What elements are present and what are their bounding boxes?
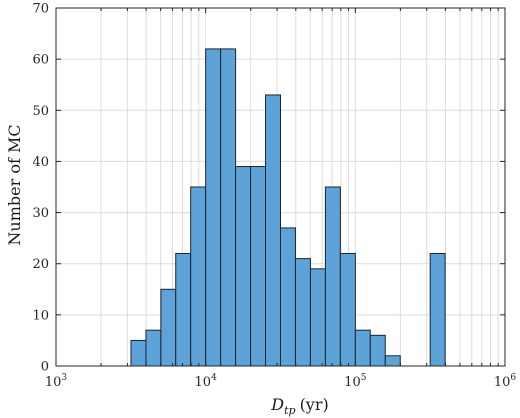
histogram-bar: [324, 186, 341, 367]
axes-box: [55, 7, 506, 367]
y-tick-label: 10: [32, 308, 49, 323]
y-tick-label: 30: [32, 206, 49, 221]
histogram-bar: [250, 166, 267, 367]
x-axis-title-unit: (yr): [300, 395, 329, 414]
histogram-bar: [130, 339, 147, 367]
histogram-bar: [429, 252, 446, 367]
histogram-bar: [309, 268, 326, 367]
y-axis-title: Number of MC: [5, 124, 24, 245]
histogram-bar: [384, 355, 401, 367]
x-tick-label: 106: [494, 373, 517, 390]
x-tick-label: 105: [344, 373, 367, 390]
bars: [130, 48, 446, 367]
x-tick-label: 103: [45, 373, 68, 390]
histogram-bar: [205, 48, 222, 367]
y-tick-label: 70: [32, 2, 49, 17]
histogram-bar: [175, 252, 192, 367]
histogram-bar: [369, 334, 386, 367]
x-tick-labels: 103 104 105 106: [45, 373, 517, 390]
histogram-bar: [354, 329, 371, 367]
histogram-bar: [145, 329, 162, 367]
histogram-bar: [265, 94, 281, 367]
histogram-bar: [160, 288, 177, 367]
y-tick-label: 0: [41, 360, 49, 375]
histogram-bar: [294, 258, 311, 367]
x-tick-label: 104: [195, 373, 218, 390]
histogram-bar: [339, 252, 356, 367]
x-axis-title-main: D: [270, 395, 284, 414]
histogram-bar: [279, 227, 296, 367]
y-tick-label: 20: [32, 257, 49, 272]
y-tick-label: 60: [32, 53, 49, 68]
x-axis-title: Dtp (yr): [270, 395, 328, 417]
y-tick-labels: 0 10 20 30 40 50 60 70: [32, 2, 49, 375]
x-axis-title-sub: tp: [284, 404, 295, 417]
histogram-bar: [190, 186, 207, 367]
y-tick-label: 50: [32, 104, 49, 119]
histogram-bar: [235, 166, 252, 367]
y-tick-label: 40: [32, 155, 49, 170]
histogram-bar: [220, 48, 237, 367]
ticks: [55, 7, 506, 367]
